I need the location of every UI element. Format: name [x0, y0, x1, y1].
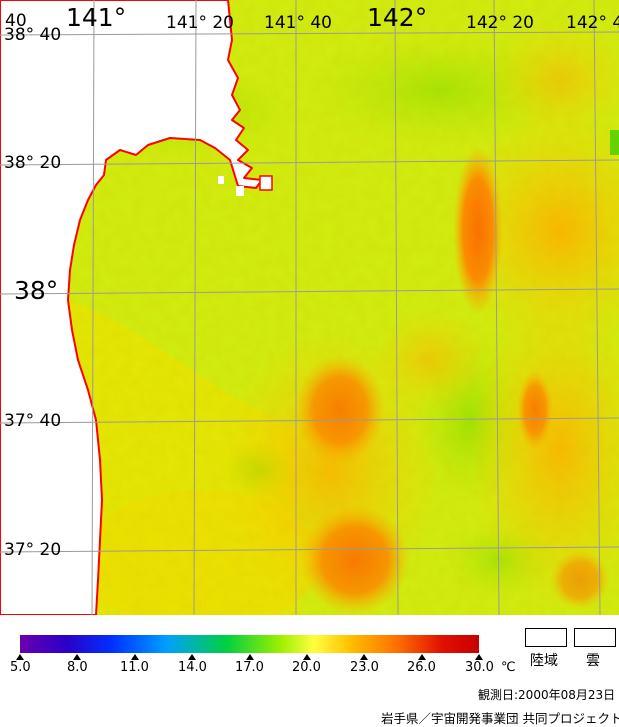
scale-tick-label: 23.0 [350, 660, 379, 675]
scale-tick-mark [475, 654, 483, 660]
land-legend-swatch [525, 628, 567, 647]
lat-label-38-40: 38° 40 [4, 25, 62, 45]
lon-label-142-40: 142° 4 [566, 13, 619, 33]
scale-tick-mark [360, 654, 369, 660]
cloud-legend-swatch [574, 628, 616, 647]
lat-label-38-20: 38° 20 [4, 153, 62, 173]
scale-tick-label: 17.0 [235, 660, 264, 675]
scale-tick-label: 11.0 [120, 660, 149, 675]
lon-label-142: 142° [367, 3, 428, 32]
land-legend-label: 陸域 [530, 653, 558, 669]
scale-tick-label: 5.0 [10, 660, 31, 675]
scale-tick-mark [302, 654, 311, 660]
land-mass [0, 0, 263, 615]
sst-map-image [0, 0, 619, 615]
scale-tick-label: 14.0 [178, 660, 207, 675]
scale-tick-mark [245, 654, 254, 660]
sst-map: 40 141° 141° 20 141° 40 142° 142° 20 142… [0, 0, 619, 615]
lat-label-37-40: 37° 40 [4, 411, 62, 431]
observation-date: 観測日:2000年08月23日 [478, 688, 616, 702]
credit-line: 岩手県／宇宙開発事業団 共同プロジェクト [381, 711, 619, 726]
scale-tick-mark [16, 654, 24, 660]
lat-label-38: 38° [14, 276, 59, 305]
scale-tick-mark [188, 654, 197, 660]
temperature-color-scale [20, 635, 479, 653]
lon-label-142-20: 142° 20 [466, 13, 534, 33]
scale-tick-mark [417, 654, 426, 660]
scale-tick-label: 8.0 [67, 660, 88, 675]
unit-label: ℃ [501, 660, 516, 675]
scale-tick-mark [130, 654, 139, 660]
cloud-legend-label: 雲 [586, 653, 600, 669]
lon-label-141-20: 141° 20 [166, 13, 234, 33]
scale-tick-label: 20.0 [292, 660, 321, 675]
lat-label-37-20: 37° 20 [4, 540, 62, 560]
lon-label-141-40: 141° 40 [264, 13, 332, 33]
scale-tick-label: 26.0 [407, 660, 436, 675]
lat-label-partial: 40 [5, 11, 27, 31]
scale-tick-label: 30.0 [465, 660, 494, 675]
lon-label-141: 141° [66, 3, 127, 32]
scale-tick-mark [73, 654, 82, 660]
graticule [0, 0, 619, 615]
